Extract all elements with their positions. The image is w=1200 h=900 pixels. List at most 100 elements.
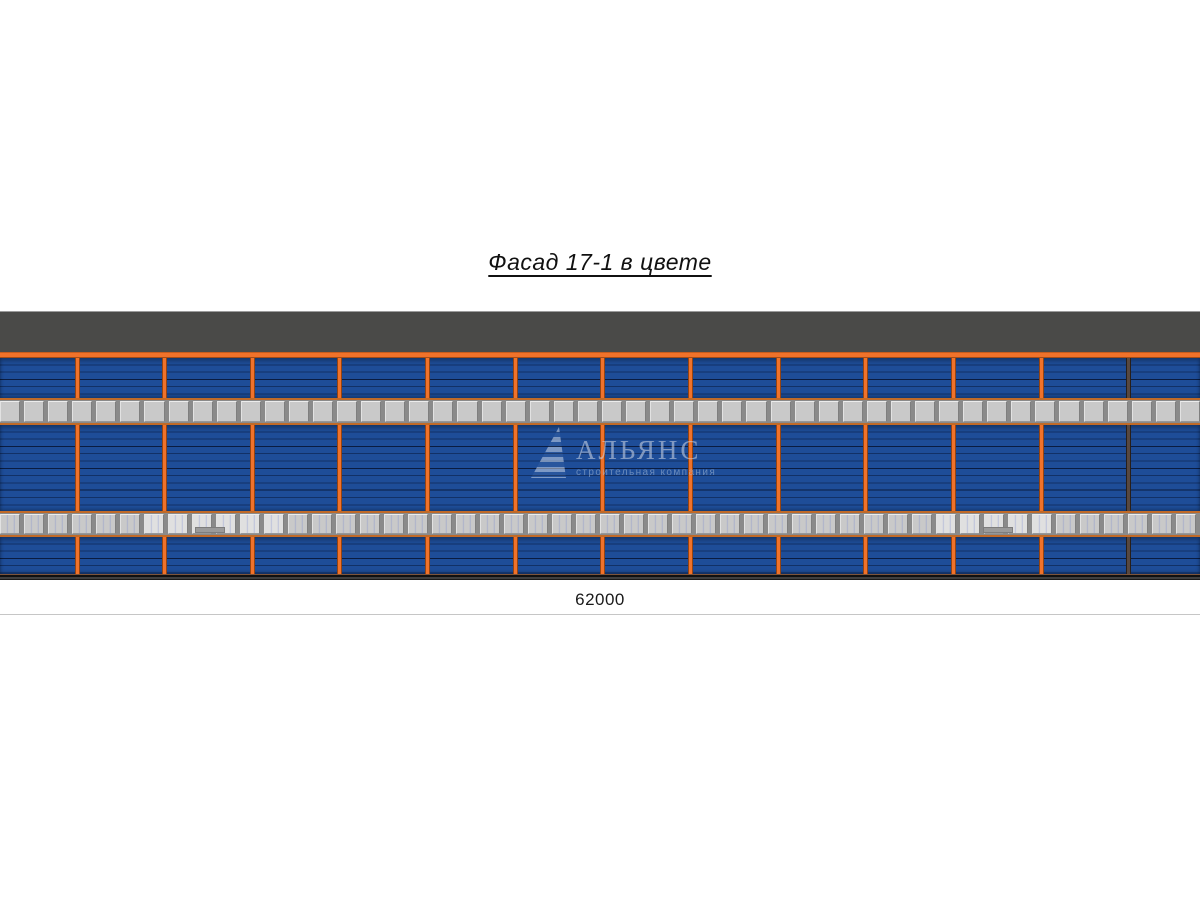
window-pane xyxy=(384,514,404,534)
window-pane xyxy=(336,514,356,534)
downspout xyxy=(1126,358,1132,398)
window-pane xyxy=(456,514,476,534)
window-pane xyxy=(650,401,671,422)
window-pane xyxy=(600,514,620,534)
window-pane xyxy=(264,401,285,422)
window-pane xyxy=(552,514,572,534)
window-pane xyxy=(408,514,428,534)
mullion xyxy=(775,537,781,574)
window-pane xyxy=(794,401,815,422)
window-pane xyxy=(385,401,406,422)
window-pane xyxy=(626,401,647,422)
window-pane xyxy=(722,401,743,422)
window-pane xyxy=(216,401,237,422)
window-pane xyxy=(72,514,92,534)
mullion xyxy=(1038,358,1044,398)
window-pane xyxy=(1083,401,1104,422)
window-pane xyxy=(746,401,767,422)
window-pane xyxy=(1080,514,1100,534)
page-title: Фасад 17-1 в цвете xyxy=(0,249,1200,276)
mullion xyxy=(863,358,869,398)
mullion xyxy=(600,537,606,574)
window-pane xyxy=(433,401,454,422)
window-pane xyxy=(529,401,550,422)
window-sill-detail xyxy=(195,527,225,533)
mullion xyxy=(74,537,80,574)
dimension-label: 62000 xyxy=(575,590,625,609)
window-pane xyxy=(24,514,44,534)
mullion xyxy=(425,425,431,511)
window-pane xyxy=(457,401,478,422)
window-pane xyxy=(792,514,812,534)
window-pane xyxy=(1056,514,1076,534)
window-pane xyxy=(120,401,141,422)
mullion xyxy=(249,358,255,398)
window-pane xyxy=(361,401,382,422)
mullion xyxy=(600,358,606,398)
mullion xyxy=(74,358,80,398)
mullion xyxy=(249,537,255,574)
mullion xyxy=(249,425,255,511)
window-pane xyxy=(24,401,45,422)
mullion xyxy=(688,358,694,398)
window-pane xyxy=(1059,401,1080,422)
window-pane xyxy=(674,401,695,422)
window-pane xyxy=(288,401,310,422)
window-pane xyxy=(1035,401,1056,422)
window-pane xyxy=(0,514,20,534)
mullion xyxy=(951,358,956,398)
mullion xyxy=(425,537,431,574)
window-pane xyxy=(890,401,911,422)
mullion xyxy=(951,537,956,574)
mullion xyxy=(425,358,431,398)
window-pane xyxy=(939,401,960,422)
mullion xyxy=(863,425,869,511)
mullion xyxy=(1038,537,1044,574)
window-pane xyxy=(505,401,526,422)
window-pane xyxy=(360,514,380,534)
window-pane xyxy=(672,514,692,534)
window-pane xyxy=(648,514,668,534)
window-pane xyxy=(168,401,189,422)
window-pane xyxy=(1128,514,1148,534)
window-pane xyxy=(337,401,358,422)
dimension-line xyxy=(0,614,1200,615)
window-pane xyxy=(1032,514,1052,534)
window-pane xyxy=(1155,401,1176,422)
window-pane xyxy=(842,401,863,422)
window-pane xyxy=(72,401,93,422)
window-pane xyxy=(768,514,788,534)
window-band-lower xyxy=(0,511,1200,537)
mullion xyxy=(775,425,781,511)
window-pane xyxy=(313,401,334,422)
mullion xyxy=(600,425,606,511)
mullion xyxy=(162,537,168,574)
parapet-band xyxy=(0,311,1200,352)
window-pane xyxy=(480,514,500,534)
window-pane xyxy=(960,514,980,534)
window-band-upper xyxy=(0,398,1200,425)
mullion xyxy=(688,425,694,511)
window-pane xyxy=(744,514,764,534)
downspout xyxy=(1126,537,1132,574)
window-pane xyxy=(696,514,716,534)
mullion xyxy=(337,425,343,511)
window-pane xyxy=(624,514,644,534)
window-pane xyxy=(577,401,598,422)
window-pane xyxy=(864,514,884,534)
window-pane xyxy=(1176,514,1196,534)
window-pane xyxy=(528,514,548,534)
window-pane xyxy=(192,401,213,422)
window-pane xyxy=(288,514,308,534)
window-pane xyxy=(96,514,116,534)
window-pane xyxy=(0,401,21,422)
mullion xyxy=(863,537,869,574)
mullion xyxy=(688,537,694,574)
window-pane xyxy=(504,514,524,534)
window-pane xyxy=(818,401,839,422)
window-pane xyxy=(770,401,791,422)
facade-drawing: АЛЬЯНС строительная компания xyxy=(0,311,1200,580)
window-pane xyxy=(144,401,165,422)
window-pane xyxy=(409,401,430,422)
